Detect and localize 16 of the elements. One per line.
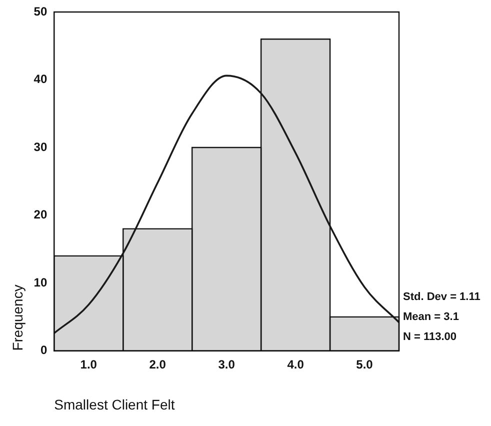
- text: Mean = 3.1: [403, 310, 459, 323]
- x-axis-title: Smallest Client Felt: [54, 396, 175, 412]
- y-tick-label: 50: [34, 4, 48, 18]
- x-tick-label: 4.0: [287, 357, 304, 372]
- y-tick-label: 10: [34, 275, 48, 290]
- x-tick-label: 2.0: [149, 357, 166, 372]
- y-tick-label: 40: [34, 72, 48, 86]
- y-tick-label: 0: [40, 343, 48, 358]
- y-axis-title: Frequency: [9, 284, 26, 351]
- text: Std. Dev = 1.11: [403, 290, 480, 303]
- x-tick-label: 5.0: [356, 357, 374, 372]
- x-tick-label: 1.0: [80, 357, 98, 372]
- y-tick-label: 30: [34, 140, 48, 154]
- text: N = 113.00: [403, 330, 457, 343]
- y-tick-label: 20: [34, 208, 48, 222]
- x-tick-label: 3.0: [218, 357, 236, 372]
